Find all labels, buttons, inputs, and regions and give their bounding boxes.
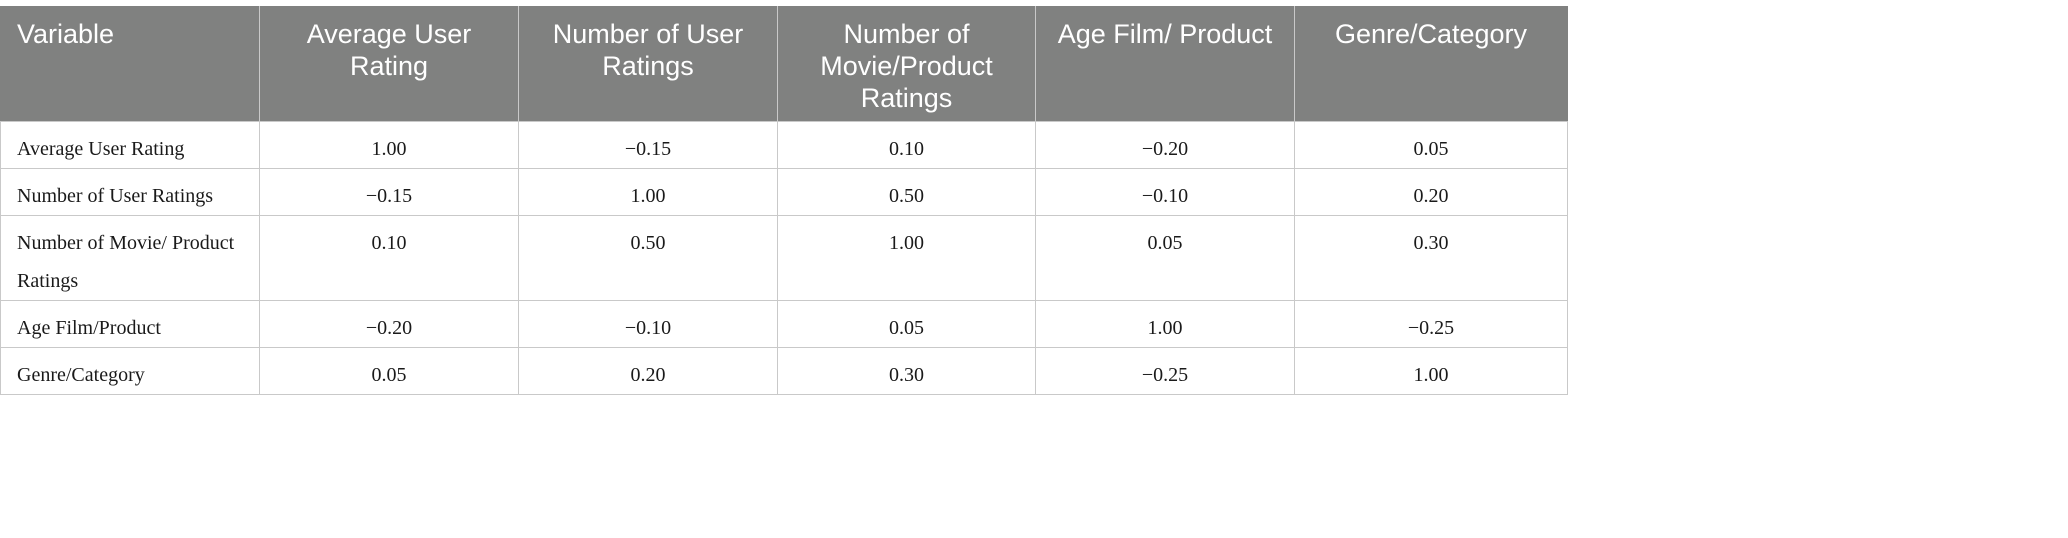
- table-body: Average User Rating 1.00 −0.15 0.10 −0.2…: [0, 120, 1568, 395]
- header-cell-number-of-user-ratings: Number of User Ratings: [518, 6, 778, 122]
- table-cell: −0.15: [518, 120, 778, 169]
- table-cell: 0.20: [1294, 167, 1568, 216]
- table-row: Number of Movie/ Product Ratings 0.10 0.…: [0, 214, 1568, 301]
- correlation-table-container: Variable Average User Rating Number of U…: [0, 6, 1568, 395]
- header-cell-variable: Variable: [0, 6, 260, 122]
- table-cell: 1.00: [777, 214, 1036, 301]
- table-cell: −0.25: [1035, 346, 1295, 395]
- table-cell: 1.00: [259, 120, 519, 169]
- header-row: Variable Average User Rating Number of U…: [0, 6, 1568, 122]
- header-cell-average-user-rating: Average User Rating: [259, 6, 519, 122]
- row-label: Number of User Ratings: [0, 167, 260, 216]
- table-cell: 0.30: [1294, 214, 1568, 301]
- header-cell-genre-category: Genre/Category: [1294, 6, 1568, 122]
- table-cell: 0.10: [259, 214, 519, 301]
- table-header: Variable Average User Rating Number of U…: [0, 6, 1568, 122]
- table-cell: 0.05: [259, 346, 519, 395]
- table-cell: 0.20: [518, 346, 778, 395]
- table-cell: 1.00: [518, 167, 778, 216]
- table-row: Number of User Ratings −0.15 1.00 0.50 −…: [0, 167, 1568, 216]
- table-cell: 0.10: [777, 120, 1036, 169]
- table-cell: −0.25: [1294, 299, 1568, 348]
- table-cell: −0.20: [259, 299, 519, 348]
- table-cell: 0.50: [777, 167, 1036, 216]
- table-cell: −0.10: [1035, 167, 1295, 216]
- table-cell: −0.15: [259, 167, 519, 216]
- table-cell: 0.05: [1035, 214, 1295, 301]
- table-cell: −0.10: [518, 299, 778, 348]
- table-cell: 1.00: [1294, 346, 1568, 395]
- row-label: Average User Rating: [0, 120, 260, 169]
- table-cell: 1.00: [1035, 299, 1295, 348]
- row-label: Age Film/Product: [0, 299, 260, 348]
- row-label: Genre/Category: [0, 346, 260, 395]
- row-label: Number of Movie/ Product Ratings: [0, 214, 260, 301]
- table-cell: 0.05: [777, 299, 1036, 348]
- header-cell-number-of-movie-product-ratings: Number of Movie/Product Ratings: [777, 6, 1036, 122]
- table-row: Age Film/Product −0.20 −0.10 0.05 1.00 −…: [0, 299, 1568, 348]
- table-row: Average User Rating 1.00 −0.15 0.10 −0.2…: [0, 120, 1568, 169]
- table-cell: 0.50: [518, 214, 778, 301]
- table-row: Genre/Category 0.05 0.20 0.30 −0.25 1.00: [0, 346, 1568, 395]
- table-cell: 0.30: [777, 346, 1036, 395]
- table-cell: −0.20: [1035, 120, 1295, 169]
- header-cell-age-film-product: Age Film/ Product: [1035, 6, 1295, 122]
- correlation-table: Variable Average User Rating Number of U…: [0, 6, 1568, 395]
- table-cell: 0.05: [1294, 120, 1568, 169]
